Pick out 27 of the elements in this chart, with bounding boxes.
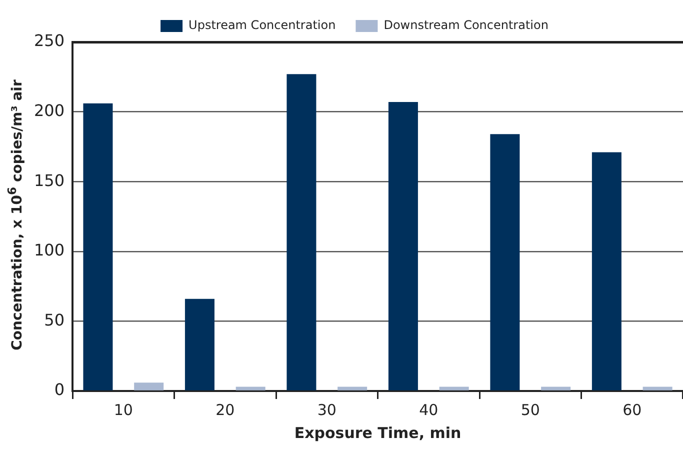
bar [541, 386, 571, 390]
x-tick-label: 40 [419, 400, 438, 419]
y-tick-label: 50 [44, 310, 65, 330]
y-tick-label: 100 [34, 240, 65, 260]
x-tick-label: 50 [520, 400, 540, 419]
bar [439, 386, 469, 390]
x-tick-label: 30 [317, 400, 336, 419]
bar [490, 134, 520, 390]
legend-label: Downstream Concentration [384, 18, 548, 32]
bar [388, 102, 418, 390]
x-tick-label: 10 [114, 400, 133, 419]
bar [134, 382, 164, 390]
bar [236, 386, 266, 390]
y-tick-label: 250 [34, 31, 65, 50]
y-tick-label: 0 [54, 380, 65, 400]
y-tick-label: 200 [34, 100, 65, 120]
bar [642, 386, 672, 390]
bar [83, 103, 113, 390]
legend-label: Upstream Concentration [188, 18, 336, 32]
x-tick-label: 20 [216, 400, 235, 419]
bar [286, 74, 316, 390]
x-tick-label: 60 [622, 400, 642, 419]
y-tick-label: 150 [34, 170, 65, 190]
bar [338, 386, 368, 390]
x-axis-title: Exposure Time, min [294, 424, 462, 442]
bar [184, 298, 214, 390]
bar [592, 152, 622, 390]
